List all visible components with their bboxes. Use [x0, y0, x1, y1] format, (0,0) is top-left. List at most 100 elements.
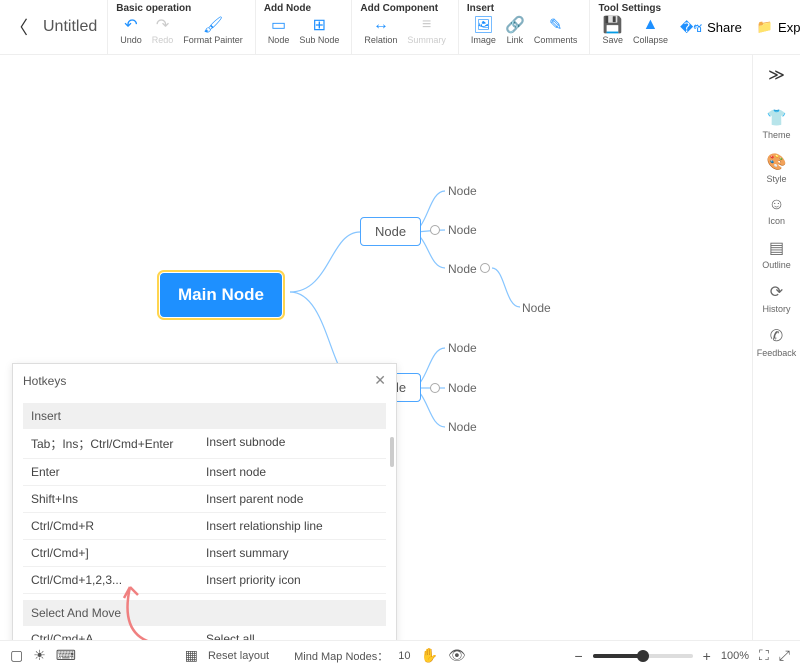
- group-label: Add Component: [360, 3, 450, 14]
- brightness-icon[interactable]: ☀: [33, 647, 46, 664]
- hotkeys-section-title: Insert: [23, 403, 386, 429]
- summary-icon: ≡: [418, 16, 436, 34]
- leaf-6[interactable]: Node: [448, 381, 477, 395]
- sub-node-button[interactable]: ⊞Sub Node: [295, 16, 343, 45]
- relation-button[interactable]: ↔Relation: [360, 16, 401, 45]
- history-label: History: [762, 304, 790, 314]
- collapse-icon: ▲: [641, 16, 659, 34]
- hotkeys-row: Ctrl/Cmd+RInsert relationship line: [23, 513, 386, 540]
- hotkey-key: Enter: [31, 465, 206, 479]
- group-label: Insert: [467, 3, 582, 14]
- fit-icon[interactable]: ⛶: [759, 647, 769, 664]
- image-icon: 🖼: [474, 16, 492, 34]
- hotkeys-body[interactable]: InsertTab；Ins；Ctrl/Cmd+EnterInsert subno…: [13, 397, 396, 642]
- hotkey-key: Shift+Ins: [31, 492, 206, 506]
- collapse-button[interactable]: ▲Collapse: [629, 16, 672, 45]
- doc-title[interactable]: Untitled: [43, 18, 97, 36]
- panel-feedback[interactable]: ✆ Feedback: [757, 320, 797, 364]
- hotkey-desc: Insert subnode: [206, 435, 285, 452]
- scrollbar-thumb[interactable]: [390, 437, 394, 467]
- hotkey-desc: Insert relationship line: [206, 519, 323, 533]
- panel-history[interactable]: ⟳ History: [757, 276, 797, 320]
- comments-icon: ✎: [547, 16, 565, 34]
- panel-style[interactable]: 🎨Style: [757, 146, 797, 190]
- eye-icon[interactable]: 👁: [448, 647, 466, 664]
- hotkey-key: Ctrl/Cmd+1,2,3...: [31, 573, 206, 587]
- group-label: Tool Settings: [598, 3, 672, 14]
- sub-node-icon: ⊞: [310, 16, 328, 34]
- group-label: Add Node: [264, 3, 344, 14]
- leaf-7[interactable]: Node: [448, 420, 477, 434]
- hotkeys-row: Tab；Ins；Ctrl/Cmd+EnterInsert subnode: [23, 429, 386, 459]
- collapse-panel-icon[interactable]: ≫: [768, 65, 785, 85]
- save-icon: 💾: [604, 16, 622, 34]
- relation-icon: ↔: [372, 16, 390, 34]
- leaf-5[interactable]: Node: [448, 341, 477, 355]
- screen-icon[interactable]: ▢: [10, 647, 23, 664]
- collapse-toggle-icon[interactable]: [430, 225, 440, 235]
- layout-icon[interactable]: ▦: [185, 647, 198, 664]
- panel-outline[interactable]: ▤ Outline: [757, 232, 797, 276]
- comments-button[interactable]: ✎Comments: [530, 16, 582, 45]
- format-painter-label: Format Painter: [183, 35, 243, 45]
- image-label: Image: [471, 35, 496, 45]
- export-label: Export: [778, 20, 800, 35]
- right-panel: ≫ 👕Theme🎨Style ☺ Icon ▤ Outline ⟳ History ✆ Feed…: [752, 55, 800, 640]
- feedback-icon: ✆: [770, 326, 783, 346]
- comments-label: Comments: [534, 35, 578, 45]
- panel-theme[interactable]: 👕Theme: [757, 102, 797, 146]
- icon-label: Icon: [768, 216, 785, 226]
- save-button[interactable]: 💾Save: [598, 16, 627, 45]
- hand-icon[interactable]: ✋: [421, 647, 438, 664]
- hotkey-key: Ctrl/Cmd+R: [31, 519, 206, 533]
- zoom-level: 100%: [721, 650, 749, 662]
- leaf-3[interactable]: Node: [448, 262, 477, 276]
- main-node[interactable]: Main Node: [160, 273, 282, 317]
- reset-layout-button[interactable]: Reset layout: [208, 650, 269, 662]
- link-button[interactable]: 🔗Link: [502, 16, 528, 45]
- hotkeys-title: Hotkeys: [23, 374, 66, 388]
- image-button[interactable]: 🖼Image: [467, 16, 500, 45]
- close-icon[interactable]: ✕: [374, 372, 386, 389]
- leaf-2[interactable]: Node: [448, 223, 477, 237]
- zoom-slider[interactable]: [593, 654, 693, 658]
- zoom-in-icon[interactable]: +: [703, 648, 711, 664]
- hotkeys-section-title: Select And Move: [23, 600, 386, 626]
- node-button[interactable]: ▭Node: [264, 16, 294, 45]
- undo-label: Undo: [120, 35, 142, 45]
- fullscreen-icon[interactable]: ⤢: [779, 647, 790, 664]
- leaf-4[interactable]: Node: [522, 301, 551, 315]
- sub-node-1[interactable]: Node: [360, 217, 421, 246]
- redo-icon: ↷: [154, 16, 172, 34]
- nodes-label: Mind Map Nodes：: [294, 648, 388, 664]
- format-painter-icon: 🖌: [204, 16, 222, 34]
- link-icon: 🔗: [506, 16, 524, 34]
- hotkeys-row: Ctrl/Cmd+1,2,3...Insert priority icon: [23, 567, 386, 594]
- outline-label: Outline: [762, 260, 791, 270]
- share-button[interactable]: �ซ Share: [680, 17, 742, 38]
- export-icon: 📁: [757, 19, 773, 35]
- share-label: Share: [707, 20, 742, 35]
- back-arrow-icon[interactable]: 〈: [10, 14, 28, 40]
- node-label: Node: [268, 35, 290, 45]
- export-button[interactable]: 📁 Export: [757, 19, 800, 35]
- save-label: Save: [602, 35, 623, 45]
- outline-icon: ▤: [769, 238, 784, 258]
- collapse-toggle-icon[interactable]: [430, 383, 440, 393]
- redo-label: Redo: [152, 35, 174, 45]
- hotkeys-row: EnterInsert node: [23, 459, 386, 486]
- share-icon: �ซ: [680, 17, 702, 38]
- history-icon: ⟳: [770, 282, 783, 302]
- keyboard-icon[interactable]: ⌨: [56, 647, 76, 664]
- icon-icon: ☺: [768, 196, 784, 214]
- panel-icon[interactable]: ☺ Icon: [757, 190, 797, 232]
- collapse-toggle-icon[interactable]: [480, 263, 490, 273]
- format-painter-button[interactable]: 🖌Format Painter: [179, 16, 247, 45]
- hotkey-key: Tab；Ins；Ctrl/Cmd+Enter: [31, 435, 206, 452]
- nodes-count: 10: [398, 650, 410, 662]
- feedback-label: Feedback: [757, 348, 797, 358]
- leaf-1[interactable]: Node: [448, 184, 477, 198]
- zoom-out-icon[interactable]: −: [574, 648, 582, 664]
- hotkeys-row: Shift+InsInsert parent node: [23, 486, 386, 513]
- undo-button[interactable]: ↶Undo: [116, 16, 146, 45]
